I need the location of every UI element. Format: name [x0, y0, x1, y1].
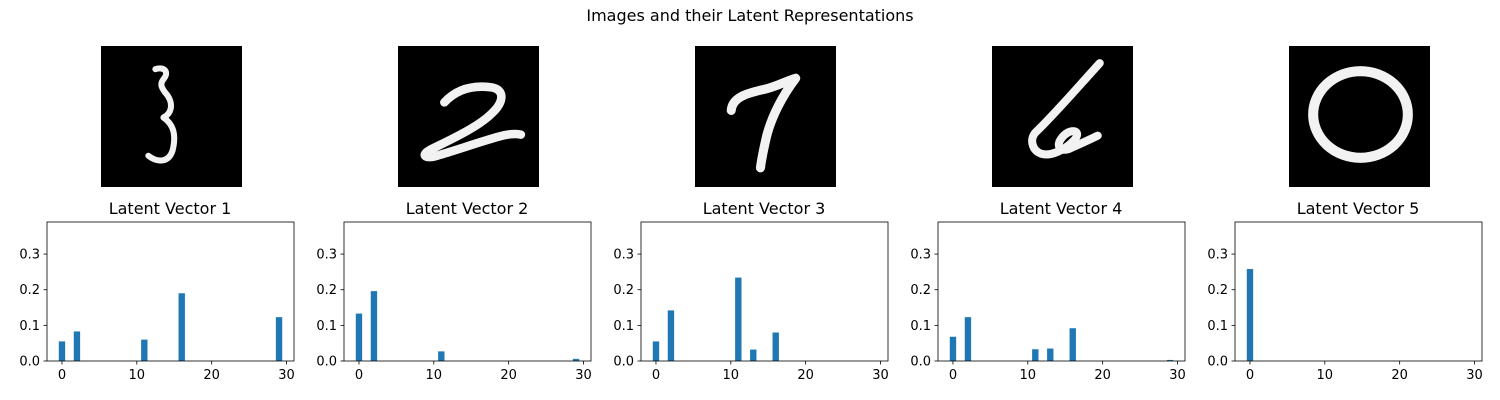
- digit-0-drawing: [1308, 66, 1413, 163]
- x-tick-label-4-10: 10: [1020, 368, 1037, 383]
- x-tick-label-5-10: 10: [1317, 368, 1334, 383]
- y-tick-label-2-0.0: 0.0: [316, 355, 337, 370]
- y-tick-label-5-0.3: 0.3: [1207, 248, 1228, 263]
- digit-image-7: [695, 46, 836, 187]
- chart-title-1: Latent Vector 1: [108, 199, 232, 218]
- x-tick-label-2-30: 30: [575, 368, 592, 383]
- y-tick-label-3-0.0: 0.0: [613, 355, 634, 370]
- digit-2-drawing: [420, 82, 526, 162]
- x-tick-label-3-0: 0: [652, 368, 660, 383]
- digit-image-6: [992, 46, 1133, 187]
- y-tick-label-3-0.2: 0.2: [613, 283, 634, 298]
- x-tick-label-4-30: 30: [1169, 368, 1186, 383]
- axes-frame-2: [343, 221, 592, 362]
- chart-title-2: Latent Vector 2: [405, 199, 529, 218]
- bar-chart2-x29: [572, 358, 580, 361]
- chart-title-5: Latent Vector 5: [1296, 199, 1420, 218]
- bar-chart3-x11: [735, 277, 742, 361]
- bar-chart3-x13: [750, 349, 757, 361]
- bar-chart2-x0: [355, 313, 363, 361]
- y-tick-label-4-0.1: 0.1: [910, 319, 931, 334]
- bar-chart4-x2: [964, 317, 972, 361]
- digit-3-drawing: [145, 65, 178, 164]
- bar-chart1-x29: [275, 317, 283, 361]
- chart-title-3: Latent Vector 3: [702, 199, 826, 218]
- y-tick-label-4-0.0: 0.0: [910, 355, 931, 370]
- x-tick-label-2-0: 0: [355, 368, 363, 383]
- x-tick-label-3-10: 10: [723, 368, 740, 383]
- y-tick-label-2-0.3: 0.3: [316, 248, 337, 263]
- bar-chart2-x11: [438, 351, 445, 361]
- bar-chart1-x16: [178, 293, 185, 361]
- bar-chart4-x13: [1047, 348, 1054, 361]
- y-tick-label-1-0.1: 0.1: [19, 319, 40, 334]
- y-tick-label-2-0.2: 0.2: [316, 283, 337, 298]
- digit-7-drawing: [726, 73, 801, 173]
- x-tick-label-5-20: 20: [1391, 368, 1408, 383]
- y-tick-label-5-0.1: 0.1: [1207, 319, 1228, 334]
- bar-chart3-x16: [772, 332, 779, 361]
- y-tick-label-3-0.1: 0.1: [613, 319, 634, 334]
- y-tick-label-2-0.1: 0.1: [316, 319, 337, 334]
- x-tick-label-5-0: 0: [1246, 368, 1254, 383]
- bar-chart1-x11: [141, 339, 148, 361]
- y-tick-label-1-0.0: 0.0: [19, 355, 40, 370]
- chart-title-4: Latent Vector 4: [999, 199, 1123, 218]
- x-tick-label-4-20: 20: [1094, 368, 1111, 383]
- y-tick-label-3-0.3: 0.3: [613, 248, 634, 263]
- y-tick-label-4-0.3: 0.3: [910, 248, 931, 263]
- x-tick-label-2-10: 10: [426, 368, 443, 383]
- x-tick-label-3-20: 20: [797, 368, 814, 383]
- y-tick-label-4-0.2: 0.2: [910, 283, 931, 298]
- y-tick-label-5-0.0: 0.0: [1207, 355, 1228, 370]
- bar-chart1-x2: [73, 331, 81, 361]
- figure-title: Images and their Latent Representations: [586, 6, 914, 25]
- bar-chart5-x0: [1246, 269, 1254, 361]
- digit-image-2: [398, 46, 539, 187]
- bar-chart4-x29: [1166, 359, 1174, 361]
- axes-frame-5: [1234, 221, 1483, 362]
- digit-image-0: [1289, 46, 1430, 187]
- x-tick-label-1-20: 20: [203, 368, 220, 383]
- bar-chart3-x0: [652, 341, 660, 361]
- axes-frame-1: [46, 221, 295, 362]
- x-tick-label-4-0: 0: [949, 368, 957, 383]
- x-tick-label-5-30: 30: [1466, 368, 1483, 383]
- bar-chart4-x11: [1032, 349, 1039, 361]
- x-tick-label-2-20: 20: [500, 368, 517, 383]
- axes-frame-4: [937, 221, 1186, 362]
- x-tick-label-1-10: 10: [129, 368, 146, 383]
- bar-chart2-x2: [370, 291, 378, 361]
- y-tick-label-5-0.2: 0.2: [1207, 283, 1228, 298]
- axes-frame-3: [640, 221, 889, 362]
- x-tick-label-3-30: 30: [872, 368, 889, 383]
- bar-chart4-x0: [949, 336, 957, 361]
- bar-chart4-x16: [1069, 328, 1076, 361]
- x-tick-label-1-30: 30: [278, 368, 295, 383]
- bar-chart3-x2: [667, 310, 675, 361]
- digit-6-drawing: [1028, 59, 1104, 159]
- digit-image-3: [101, 46, 242, 187]
- bar-chart1-x0: [58, 341, 66, 361]
- y-tick-label-1-0.2: 0.2: [19, 283, 40, 298]
- y-tick-label-1-0.3: 0.3: [19, 248, 40, 263]
- x-tick-label-1-0: 0: [58, 368, 66, 383]
